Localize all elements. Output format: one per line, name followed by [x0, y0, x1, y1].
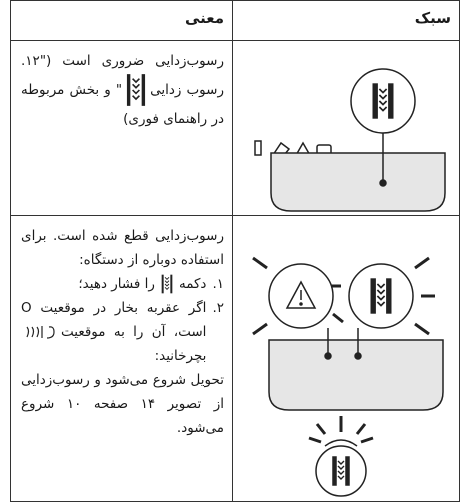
- row-1-light: [232, 40, 460, 216]
- header-light: سبک: [232, 0, 460, 41]
- step-number: ۱.: [212, 276, 224, 292]
- text: را فشار دهید؛: [78, 276, 155, 292]
- step: ۲. اگر عقربه بخار در موقعیت O است، آن را …: [21, 296, 224, 368]
- text: " و بخش مربوطه در راهنمای فوری): [21, 82, 224, 127]
- step: ۱. دکمه را فشار دهید؛: [21, 272, 224, 296]
- text: رسوب‌زدایی ضروری است ("۱۲. رسوب زدایی: [21, 53, 224, 98]
- descale-icon: [125, 73, 147, 107]
- text: بچرخانید:: [154, 348, 207, 364]
- steam-icon: [26, 326, 55, 339]
- illustration: [252, 256, 444, 497]
- header-meaning: معنی: [10, 0, 233, 41]
- text: تحویل شروع می‌شود و رسوب‌زدایی از تصویر …: [21, 372, 224, 436]
- row-2-meaning: رسوب‌زدایی قطع شده است. برای استفاده دوب…: [10, 215, 233, 502]
- text: اگر عقربه بخار در موقعیت O است، آن را به…: [21, 300, 207, 340]
- descale-icon: [158, 274, 176, 294]
- row-2-light: [232, 215, 460, 502]
- header-text: سبک: [414, 9, 451, 27]
- header-text: معنی: [184, 9, 224, 27]
- text: دکمه: [178, 276, 207, 292]
- text: رسوب‌زدایی قطع شده است. برای استفاده دوب…: [21, 228, 224, 268]
- step-number: ۲.: [212, 300, 224, 316]
- illustration: [254, 68, 446, 212]
- row-1-meaning: رسوب‌زدایی ضروری است ("۱۲. رسوب زدایی" و…: [10, 40, 233, 216]
